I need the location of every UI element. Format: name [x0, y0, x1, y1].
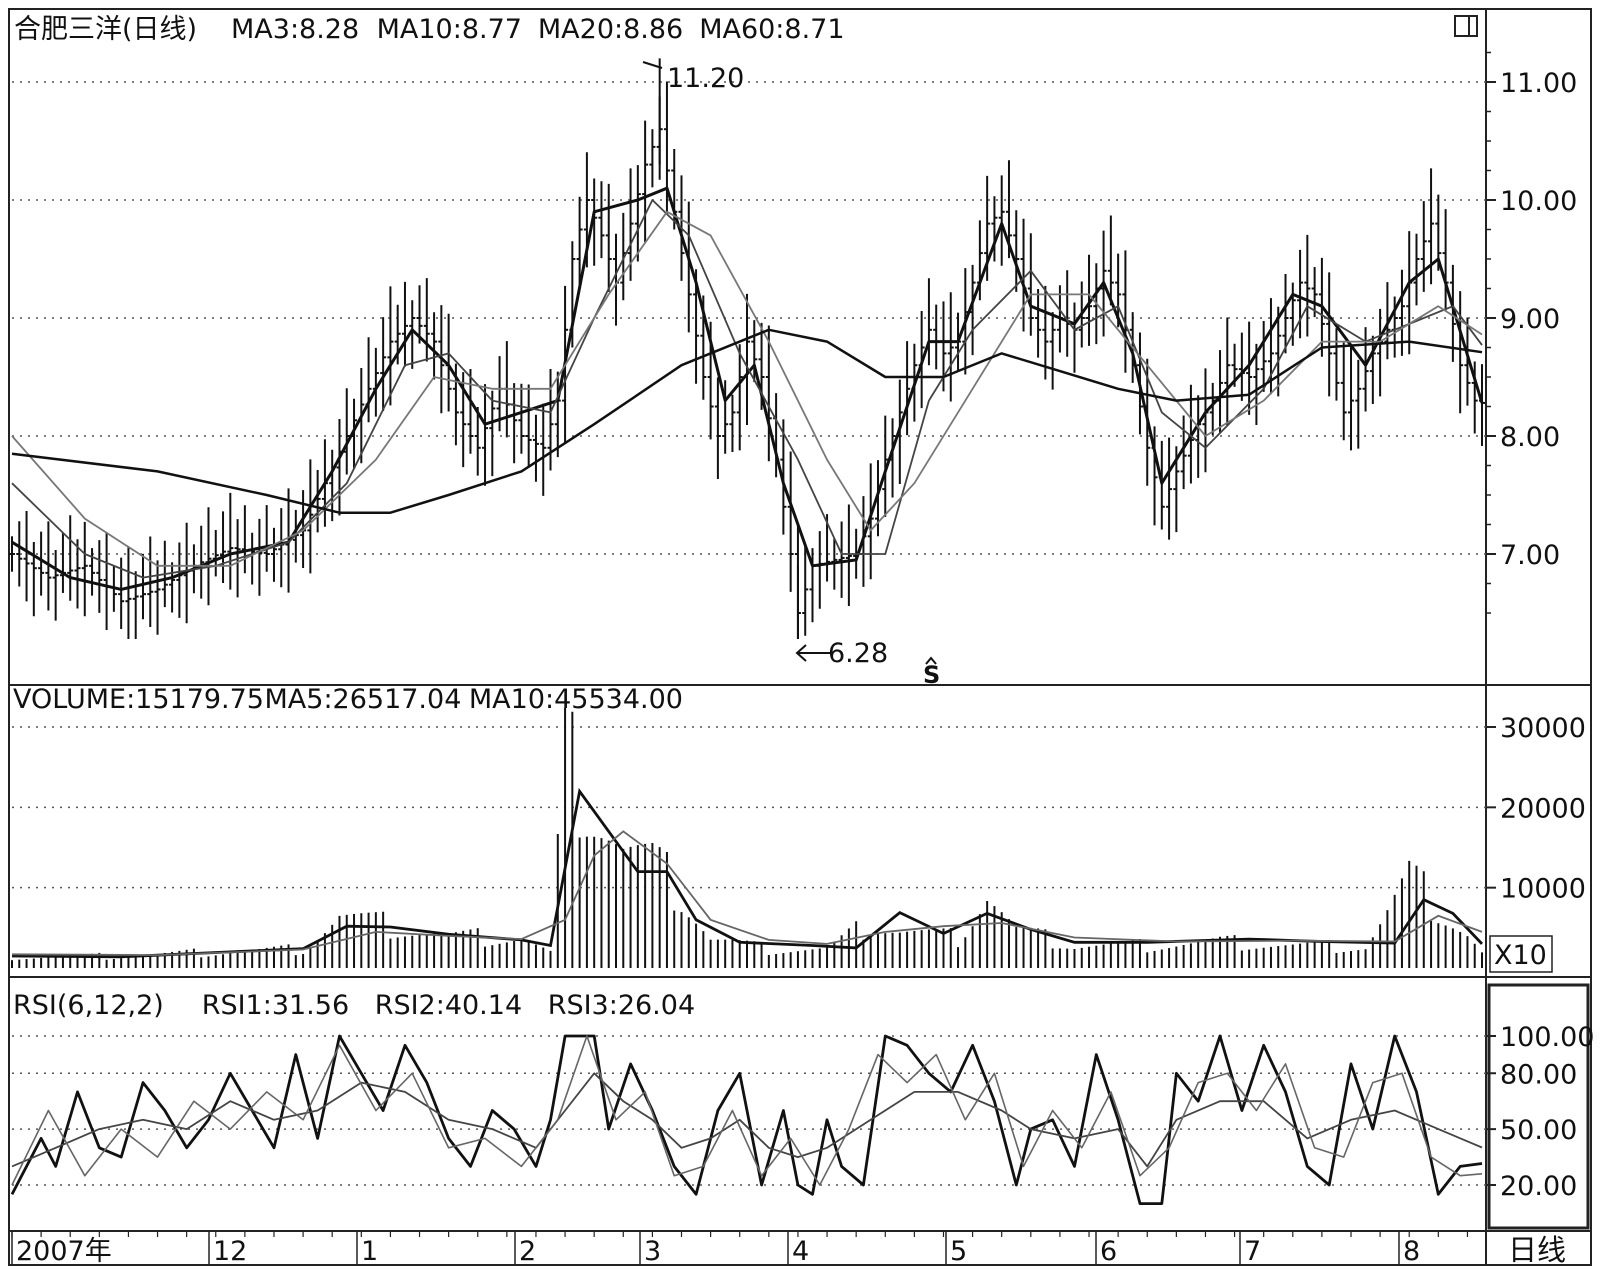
series-ma10-line: [11, 199, 1483, 579]
legend-item: MA3:8.28: [231, 14, 359, 45]
legend-item: RSI2:40.14: [375, 990, 522, 1021]
y-tick-label: 30000: [1500, 713, 1586, 744]
legend-item: MA10:45534.00: [469, 684, 683, 715]
legend-item: MA10:8.77: [377, 14, 522, 45]
y-tick-label: 10.00: [1500, 186, 1577, 217]
period-button[interactable]: 日线: [1508, 1233, 1566, 1267]
period-label: (日线): [122, 14, 197, 45]
high-annotation: 11.20: [642, 61, 744, 94]
legend-item: RSI3:26.04: [548, 990, 695, 1021]
y-tick-label: 7.00: [1500, 540, 1560, 571]
x-tick-label: 4: [792, 1236, 809, 1267]
x-tick-label: 2: [519, 1236, 536, 1267]
window-toggle-icon[interactable]: [1454, 15, 1478, 37]
low-value: 6.28: [828, 638, 888, 669]
rsi-panel: [10, 1034, 1483, 1205]
y-tick-label: 8.00: [1500, 422, 1560, 453]
high-arrow: [642, 61, 663, 69]
x-tick-label: 6: [1100, 1236, 1117, 1267]
legend-item: MA5:26517.04: [265, 684, 462, 715]
multiplier-label: X10: [1494, 940, 1547, 971]
series-ma3-line: [11, 186, 1484, 591]
axis-labels: 11.00 10.00 9.00 8.00 7.00 30000 20000 10000 100…: [11, 51, 1594, 1267]
stock-name: 合肥三洋: [14, 14, 122, 45]
ma-legend: MA3:8.28 MA10:8.77 MA20:8.86 MA60:8.71: [231, 14, 845, 45]
y-tick-label: 9.00: [1500, 304, 1560, 335]
y-tick-label: 10000: [1500, 874, 1586, 905]
series-volume-ma10-line: [11, 830, 1483, 957]
price-panel: [9, 58, 1485, 639]
window-border: [8, 8, 1592, 1266]
legend-item: RSI(6,12,2): [13, 990, 164, 1021]
legend-item: MA20:8.86: [538, 14, 683, 45]
series-ma20-line: [11, 210, 1483, 567]
high-value: 11.20: [667, 63, 744, 94]
volume-legend: VOLUME:15179.75 MA5:26517.04 MA10:45534.00: [13, 684, 683, 715]
x-tick-label: 5: [950, 1236, 967, 1267]
multiplier-box: [1489, 935, 1553, 973]
x-tick-label: 7: [1244, 1236, 1261, 1267]
series-rsi2-line: [11, 1072, 1483, 1168]
x-tick-label: 12: [213, 1236, 247, 1267]
y-tick-label: 20000: [1500, 793, 1586, 824]
y-tick-label: 20.00: [1500, 1171, 1577, 1202]
rsi-legend: RSI(6,12,2) RSI1:31.56 RSI2:40.14 RSI3:26.0…: [13, 990, 695, 1021]
x-tick-label: 2007年: [16, 1236, 112, 1267]
x-tick-label: 8: [1403, 1236, 1420, 1267]
signal-letter: S: [923, 661, 940, 689]
rsi-axis-box: [1487, 983, 1590, 1230]
x-tick-label: 1: [361, 1236, 378, 1267]
legend-item: RSI1:31.56: [202, 990, 349, 1021]
series-rsi3-line: [11, 1035, 1483, 1186]
series-volume-ma5-line: [11, 787, 1484, 959]
legend-item: VOLUME:15179.75: [13, 684, 264, 715]
volume-panel: [11, 707, 1484, 968]
legend-item: MA60:8.71: [699, 14, 844, 45]
x-tick-label: 3: [644, 1236, 661, 1267]
series-ma60-line: [11, 328, 1483, 514]
y-tick-label: 50.00: [1500, 1115, 1577, 1146]
y-tick-label: 80.00: [1500, 1059, 1577, 1090]
sell-signal-marker: S: [923, 656, 940, 689]
y-tick-label: 11.00: [1500, 68, 1577, 99]
series-rsi1-line: [10, 1034, 1483, 1205]
price-header: 合肥三洋(日线): [14, 14, 197, 45]
y-tick-label: 100.00: [1500, 1022, 1594, 1053]
low-annotation: 6.28: [795, 638, 888, 669]
signal-caret: [925, 656, 937, 665]
low-arrow-head: [795, 644, 807, 662]
